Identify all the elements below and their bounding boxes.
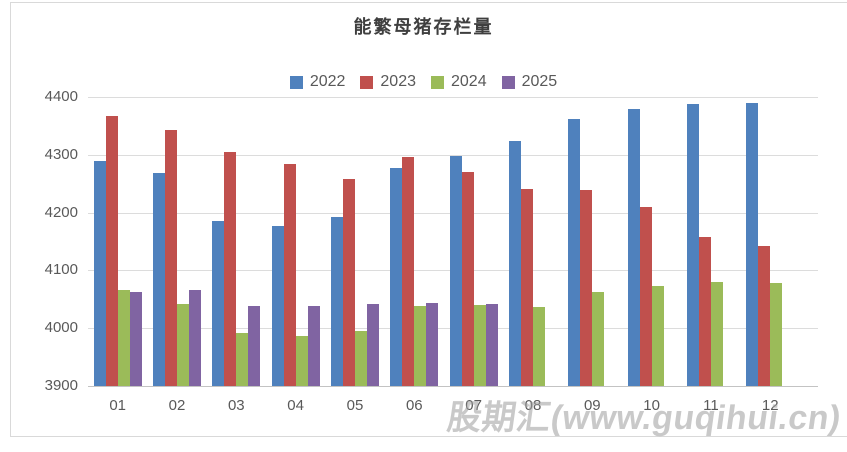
bar-2023-10[interactable] [639, 206, 652, 386]
bar-2024-05[interactable] [354, 330, 367, 386]
bar-2024-01[interactable] [117, 289, 130, 386]
month-group-09 [563, 97, 622, 386]
y-tick-4000: 4000 [44, 319, 78, 337]
x-tick-06: 06 [405, 397, 423, 414]
legend-swatch-2024 [431, 75, 444, 89]
legend-swatch-2023 [360, 75, 374, 89]
bar-2022-04[interactable] [271, 225, 284, 386]
bar-2023-11[interactable] [698, 236, 711, 386]
y-tick-4200: 4200 [44, 203, 78, 221]
bar-2022-11[interactable] [686, 103, 699, 386]
bar-2025-03[interactable] [248, 305, 261, 386]
legend-label-2024: 2024 [451, 73, 487, 90]
x-tick-09: 09 [583, 397, 601, 414]
bar-2022-06[interactable] [390, 168, 403, 386]
x-tick-07: 07 [465, 397, 482, 414]
x-axis-labels: 01 02 03 04 05 06 07 08 09 10 11 12 [88, 397, 800, 414]
bar-2023-07[interactable] [461, 171, 474, 386]
legend-label-2023: 2023 [380, 73, 416, 90]
x-tick-08: 08 [524, 397, 542, 414]
month-group-06 [385, 97, 444, 386]
bar-2022-12[interactable] [746, 102, 759, 386]
legend-swatch-2025 [501, 75, 515, 89]
bar-2025-06[interactable] [426, 303, 439, 386]
bar-2023-06[interactable] [402, 157, 415, 386]
bar-2024-04[interactable] [295, 336, 308, 386]
bar-2024-08[interactable] [532, 307, 545, 386]
legend-swatch-2022 [289, 75, 303, 89]
plot-area [88, 97, 818, 387]
bar-2023-09[interactable] [580, 189, 593, 386]
chart-title: 能繁母猪存栏量 [353, 17, 494, 37]
bar-2023-08[interactable] [520, 188, 533, 386]
legend-label-2022: 2022 [309, 73, 346, 90]
x-tick-10: 10 [643, 397, 660, 414]
month-group-11 [681, 97, 740, 386]
bar-2024-12[interactable] [770, 283, 783, 386]
bar-2025-05[interactable] [366, 303, 379, 386]
bar-2024-07[interactable] [473, 304, 486, 386]
gridline-3900 [88, 386, 818, 387]
bar-2025-01[interactable] [129, 292, 142, 386]
bar-2023-12[interactable] [758, 246, 771, 386]
x-tick-02: 02 [168, 397, 186, 414]
bars-layer [88, 97, 800, 386]
bar-2025-02[interactable] [188, 290, 201, 386]
bar-2025-07[interactable] [485, 303, 498, 386]
bar-2022-02[interactable] [152, 173, 165, 386]
bar-2025-04[interactable] [307, 306, 320, 386]
bar-2024-03[interactable] [236, 332, 249, 386]
bar-2024-06[interactable] [414, 306, 427, 386]
y-tick-4100: 4100 [44, 261, 78, 279]
gridline-4400 [88, 97, 818, 98]
bar-2022-05[interactable] [330, 217, 343, 386]
bar-2022-03[interactable] [212, 221, 225, 386]
x-tick-05: 05 [346, 397, 364, 414]
x-tick-01: 01 [109, 397, 126, 414]
bar-2023-03[interactable] [224, 151, 237, 386]
bar-2022-07[interactable] [449, 156, 462, 386]
y-tick-4400: 4400 [44, 88, 78, 105]
month-group-07 [444, 97, 503, 386]
legend-item-2022[interactable]: 2022 [289, 73, 346, 91]
bar-2022-08[interactable] [508, 140, 521, 386]
x-tick-11: 11 [703, 397, 719, 414]
y-axis-labels: 3900 4000 4100 4200 4300 4400 [14, 88, 78, 394]
bar-2024-10[interactable] [651, 286, 664, 386]
bar-2023-01[interactable] [105, 116, 118, 386]
bar-2024-11[interactable] [710, 282, 723, 386]
month-group-08 [503, 97, 562, 386]
x-tick-12: 12 [761, 397, 779, 414]
y-tick-3900: 3900 [44, 377, 78, 394]
month-group-02 [147, 97, 206, 386]
bar-2023-02[interactable] [164, 129, 177, 386]
bar-2022-10[interactable] [627, 109, 640, 386]
month-group-10 [622, 97, 681, 386]
x-tick-03: 03 [227, 397, 245, 414]
month-group-04 [266, 97, 325, 386]
bar-2022-01[interactable] [93, 160, 106, 386]
bar-2023-05[interactable] [342, 179, 355, 386]
y-tick-4300: 4300 [44, 145, 78, 163]
bar-2024-09[interactable] [592, 292, 605, 386]
bar-2022-09[interactable] [568, 119, 581, 386]
legend-item-2025[interactable]: 2025 [501, 73, 558, 91]
month-group-03 [207, 97, 266, 386]
month-group-12 [741, 97, 800, 386]
legend-item-2024[interactable]: 2024 [431, 73, 487, 91]
legend-item-2023[interactable]: 2023 [360, 73, 416, 91]
month-group-01 [88, 97, 147, 386]
month-group-05 [325, 97, 384, 386]
bar-2023-04[interactable] [283, 164, 296, 386]
gridline-4300 [88, 154, 818, 156]
x-tick-04: 04 [287, 397, 304, 414]
watermark-text: 股期汇(www.guqihui.cn) [444, 399, 844, 437]
bar-2024-02[interactable] [176, 303, 189, 386]
legend-label-2025: 2025 [521, 73, 558, 90]
chart-legend: 2022 2023 2024 2025 [0, 73, 847, 91]
